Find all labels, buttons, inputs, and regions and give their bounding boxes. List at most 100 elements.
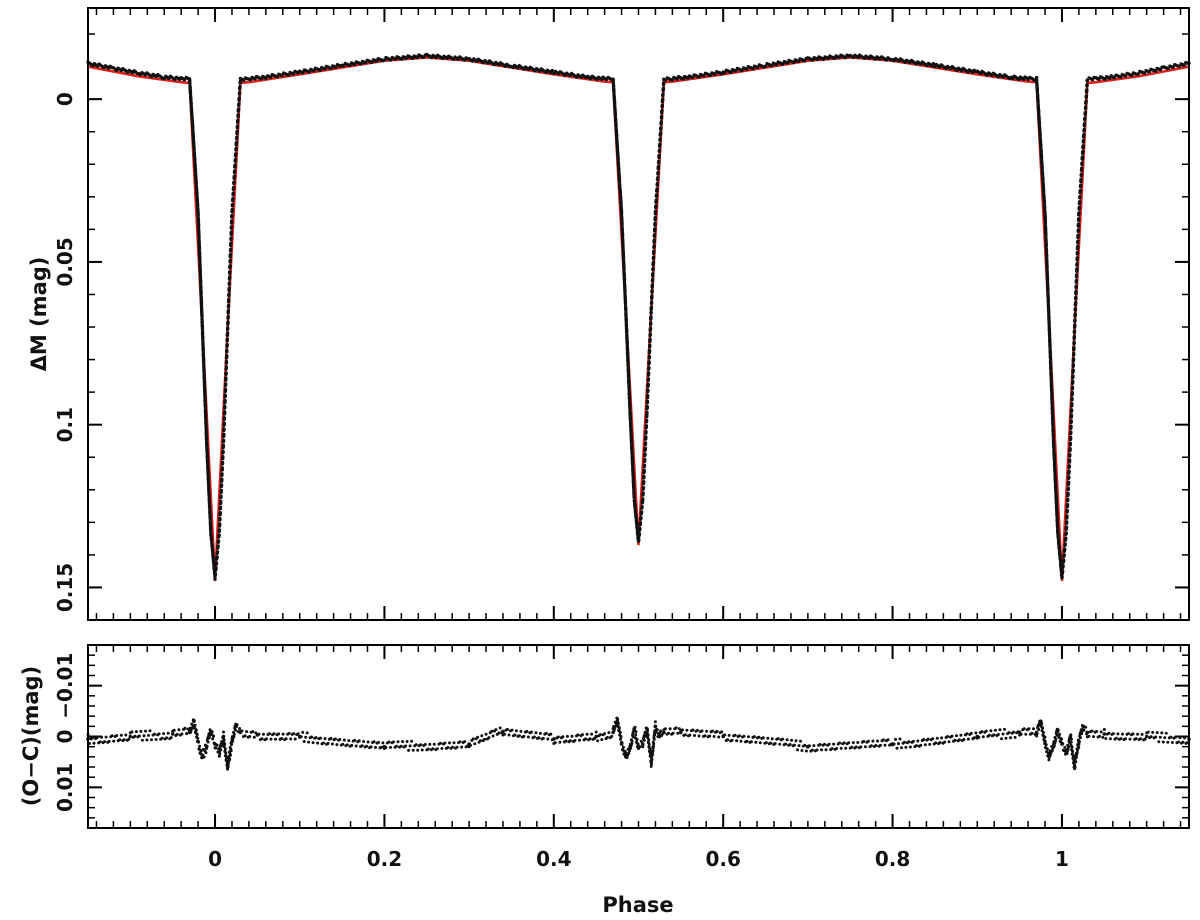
observed-point <box>690 75 695 80</box>
residual-point <box>839 746 843 750</box>
observed-point <box>1042 201 1047 205</box>
observed-point <box>220 466 224 470</box>
observed-point <box>1065 514 1069 518</box>
residual-point <box>230 739 234 744</box>
residual-point <box>1101 735 1105 739</box>
residual-point <box>122 738 126 742</box>
residual-point <box>112 739 116 743</box>
observed-point <box>1064 525 1069 529</box>
residual-point <box>882 738 885 742</box>
observed-point <box>649 321 653 325</box>
residual-point <box>634 730 638 734</box>
residual-point <box>217 750 222 754</box>
residual-point <box>624 755 628 759</box>
observed-point <box>1052 455 1057 459</box>
observed-point <box>203 398 207 402</box>
observed-point <box>205 447 209 451</box>
residual-point <box>1181 740 1185 744</box>
residual-point <box>886 738 890 742</box>
observed-point <box>632 490 636 494</box>
residual-point <box>169 736 173 740</box>
observed-point <box>622 277 627 281</box>
residual-point <box>1074 755 1078 759</box>
observed-point <box>642 480 646 484</box>
observed-point <box>1068 453 1072 457</box>
observed-point <box>637 537 641 542</box>
residual-point <box>607 731 611 735</box>
residual-point <box>232 735 236 738</box>
observed-point <box>1042 198 1047 203</box>
observed-point <box>189 101 193 105</box>
observed-point <box>204 427 208 431</box>
observed-point <box>622 266 626 270</box>
observed-point <box>1081 138 1086 143</box>
observed-point <box>194 175 198 179</box>
observed-point <box>234 140 239 145</box>
residual-point <box>411 748 415 752</box>
residual-point <box>679 730 683 735</box>
observed-point <box>626 357 630 362</box>
observed-point <box>204 438 209 443</box>
observed-point <box>654 193 659 197</box>
observed-point <box>663 78 668 83</box>
light-curve-y-axis-label: ΔM (mag) <box>27 257 51 372</box>
residual-point <box>190 726 194 730</box>
residual-point <box>347 739 351 743</box>
observed-point <box>1047 312 1051 316</box>
observed-point <box>1048 345 1052 350</box>
residual-point <box>1000 737 1003 741</box>
residual-point <box>972 736 976 740</box>
observed-point <box>1119 75 1123 79</box>
residual-point <box>766 736 770 740</box>
observed-point <box>334 65 338 69</box>
residual-point <box>1134 737 1138 741</box>
observed-point <box>621 243 625 248</box>
residual-point <box>928 742 932 746</box>
residual-point <box>619 735 623 739</box>
observed-point <box>228 252 233 257</box>
residual-point <box>1032 727 1035 731</box>
residual-point <box>987 733 991 737</box>
residual-point <box>1030 731 1034 735</box>
observed-point <box>632 486 636 490</box>
observed-point <box>1044 253 1049 257</box>
observed-point <box>1073 307 1078 311</box>
observed-point <box>622 261 626 266</box>
observed-point <box>199 279 203 283</box>
residual-point <box>144 729 147 733</box>
observed-point <box>770 63 774 68</box>
residual-point <box>480 734 484 738</box>
residual-point <box>419 743 423 747</box>
observed-point <box>1048 343 1052 347</box>
light-curve-panel: 0 0.05 0.1 0.15 ΔM (mag) <box>27 7 1191 621</box>
observed-point <box>1074 273 1079 277</box>
observed-point <box>648 326 653 330</box>
observed-point <box>662 81 666 85</box>
observed-point <box>198 270 202 274</box>
observed-point <box>1048 350 1052 354</box>
residual-point <box>649 764 653 768</box>
residual-point <box>435 747 439 751</box>
residual-point <box>962 738 966 741</box>
observed-point <box>1050 410 1055 414</box>
residual-point <box>546 737 550 741</box>
observed-point <box>1071 374 1075 378</box>
residual-point <box>428 742 432 746</box>
observed-point <box>1067 464 1072 468</box>
observed-point <box>199 285 203 290</box>
residual-point <box>812 744 816 748</box>
observed-point <box>218 516 222 521</box>
observed-point <box>1074 278 1079 282</box>
observed-point <box>208 510 212 514</box>
observed-point <box>198 252 202 256</box>
residual-point <box>534 731 538 735</box>
residual-point <box>1042 731 1045 734</box>
observed-point <box>815 57 819 61</box>
residual-point <box>175 732 179 736</box>
residual-point <box>133 734 137 738</box>
residual-point <box>823 742 826 746</box>
observed-point <box>616 151 620 155</box>
observed-point <box>231 196 235 201</box>
observed-point <box>745 67 749 71</box>
observed-point <box>1047 332 1052 336</box>
